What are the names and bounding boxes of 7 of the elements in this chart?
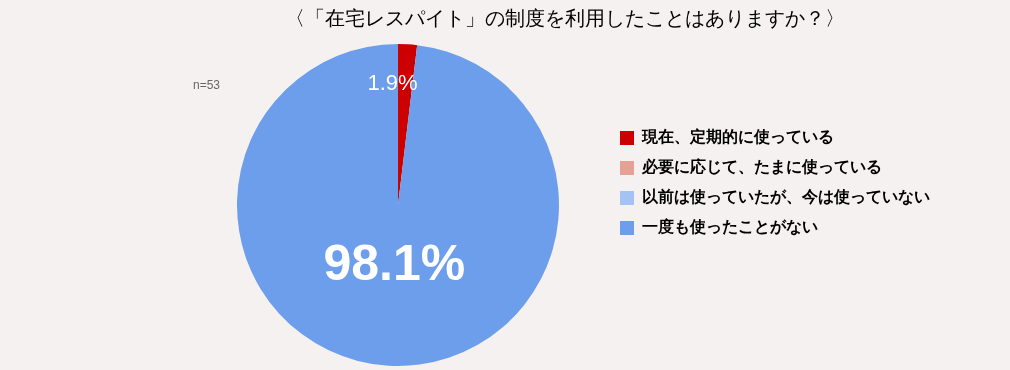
legend-label: 以前は使っていたが、今は使っていない	[642, 187, 930, 207]
chart-title: 〈「在宅レスパイト」の制度を利用したことはありますか？〉	[285, 6, 845, 31]
text: n=53	[193, 78, 221, 93]
legend-label: 一度も使ったことがない	[642, 217, 818, 237]
data-label: 98.1%	[323, 234, 466, 291]
legend-label: 現在、定期的に使っている	[641, 127, 834, 147]
legend-label: 必要に応じて、たまに使っている	[641, 157, 882, 177]
